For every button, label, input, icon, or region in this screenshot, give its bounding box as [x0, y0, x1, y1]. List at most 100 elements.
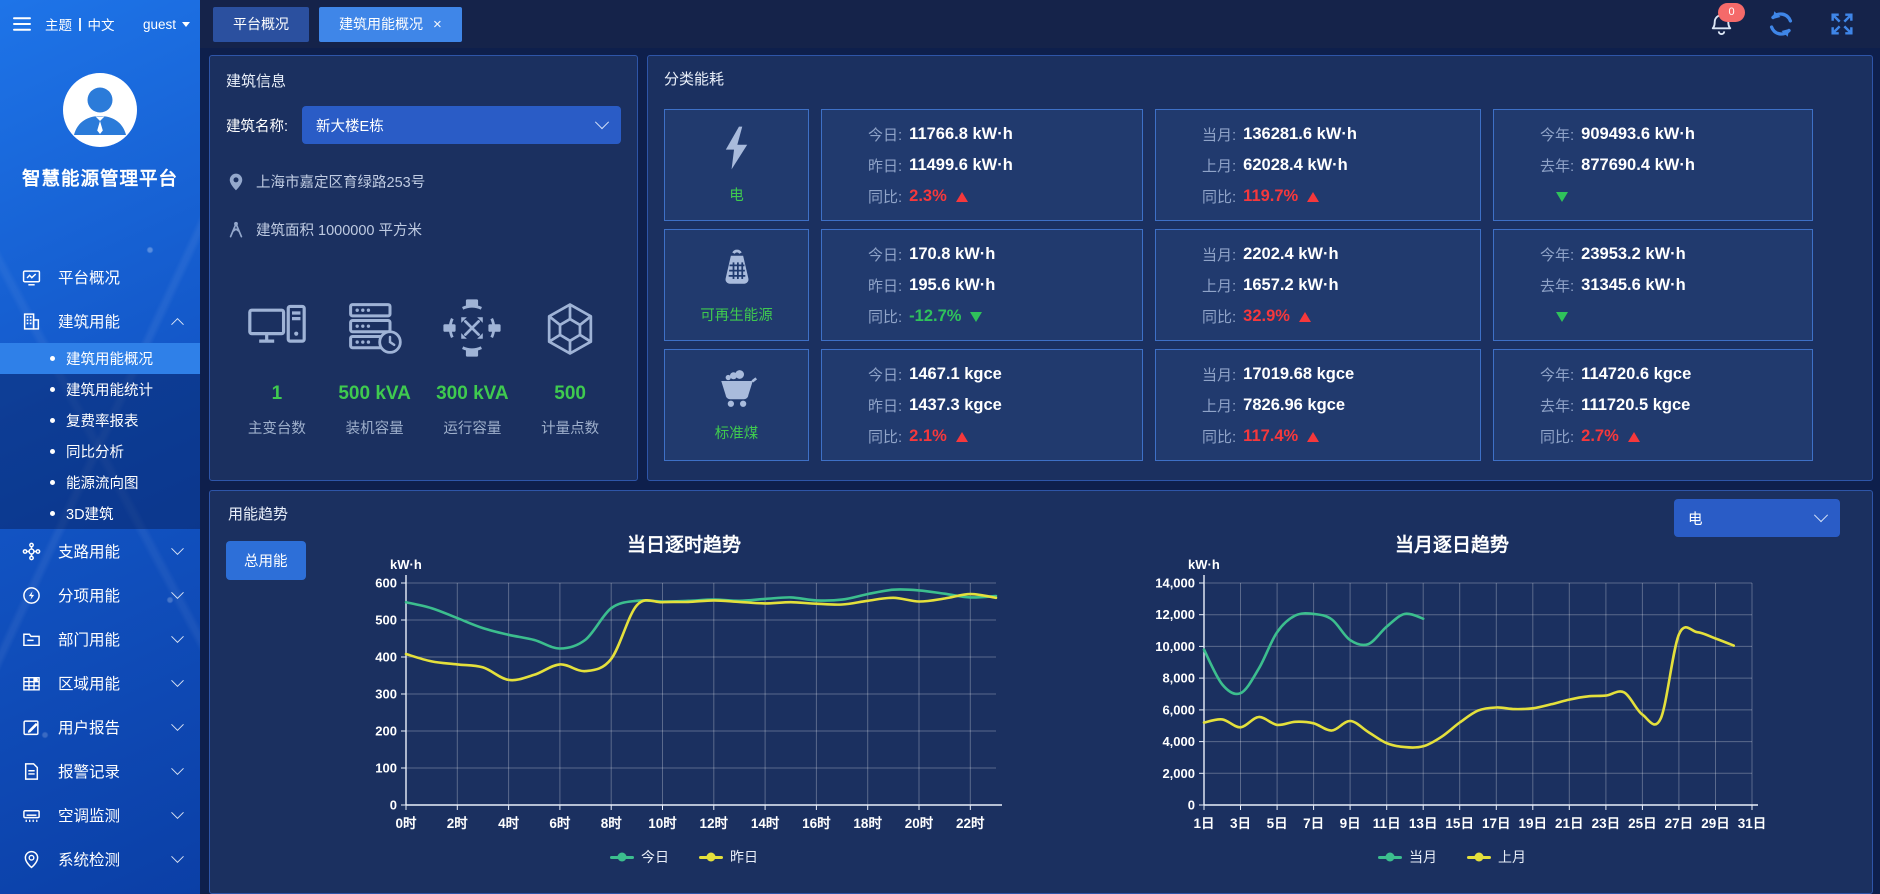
metric-value: 31345.6 kW·h	[1581, 276, 1686, 294]
metric-line: 同比: 32.9%	[1202, 301, 1470, 332]
stat-label: 装机容量	[345, 421, 404, 437]
legend-marker-icon	[1378, 852, 1402, 862]
building-stat: 500 kVA 装机容量	[326, 286, 424, 438]
total-energy-button[interactable]: 总用能	[226, 541, 306, 580]
building-stats: 1 主变台数 500 kVA 装机容量 300 kVA 运行容量 500 计量点…	[226, 286, 621, 438]
tab-building-energy-overview[interactable]: 建筑用能概况 ×	[319, 6, 462, 42]
building-icon	[22, 312, 42, 331]
close-icon[interactable]: ×	[433, 15, 442, 33]
sidebar-item-label: 建筑用能	[58, 314, 121, 331]
svg-text:13日: 13日	[1409, 816, 1438, 831]
sidebar-subitem[interactable]: 能源流向图	[0, 467, 200, 498]
branch-icon	[22, 542, 42, 561]
chart-legend: 今日 昨日	[610, 847, 758, 867]
metric-label: 上月:	[1202, 398, 1237, 415]
metric-value: 17019.68 kgce	[1243, 365, 1355, 383]
theme-switch[interactable]: 主题	[45, 18, 72, 33]
trend-down-icon	[1556, 311, 1568, 322]
legend-item[interactable]: 今日	[610, 847, 669, 867]
content: 建筑信息 建筑名称: 新大楼E栋 上海市嘉定区育绿路253号	[200, 48, 1880, 894]
sidebar-item-label: 支路用能	[58, 544, 121, 561]
svg-text:23日: 23日	[1592, 816, 1621, 831]
svg-text:3日: 3日	[1230, 816, 1251, 831]
category-icon-card: 标准煤	[664, 349, 809, 461]
chevron-down-icon	[171, 805, 184, 819]
bullet-icon	[50, 356, 55, 361]
legend-label: 上月	[1498, 849, 1526, 865]
sidebar-item-edit[interactable]: 用户报告	[0, 705, 200, 749]
panel-title: 分类能耗	[664, 71, 725, 88]
category-card: 今日: 1467.1 kgce 昨日: 1437.3 kgce 同比: 2.1%	[821, 349, 1143, 461]
tab-label: 平台概况	[233, 16, 289, 32]
building-select[interactable]: 新大楼E栋	[302, 106, 621, 144]
minecart-icon	[715, 367, 759, 414]
profile-block: 智慧能源管理平台	[0, 48, 200, 191]
category-icon-card: 电	[664, 109, 809, 221]
notifications-button[interactable]: 0	[1709, 2, 1745, 38]
sidebar-subitem[interactable]: 建筑用能统计	[0, 374, 200, 405]
language-switch[interactable]: 中文	[87, 18, 115, 33]
legend-label: 今日	[641, 849, 669, 865]
sidebar-subitem[interactable]: 复费率报表	[0, 405, 200, 436]
sidebar-subitem[interactable]: 建筑用能概况	[0, 343, 200, 374]
svg-text:12时: 12时	[700, 815, 729, 831]
metric-line: 今日: 1467.1 kgce	[868, 359, 1132, 390]
monthly-trend-block: 当月逐日趋势 0 2,000 4,000 6,000 8,000 10,000 12,000…	[1122, 528, 1782, 867]
svg-text:5日: 5日	[1267, 816, 1288, 831]
metric-line: 同比: 117.4%	[1202, 421, 1470, 452]
metric-value: 62028.4 kW·h	[1243, 156, 1348, 174]
legend-item[interactable]: 当月	[1378, 847, 1437, 867]
sidebar-item-folder[interactable]: 部门用能	[0, 617, 200, 661]
sidebar-item-map[interactable]: 区域用能	[0, 661, 200, 705]
svg-text:10,000: 10,000	[1155, 639, 1195, 654]
svg-text:10时: 10时	[648, 815, 677, 831]
metric-value: 909493.6 kW·h	[1581, 125, 1695, 143]
metric-label: 昨日:	[868, 158, 903, 175]
sidebar-menu: 平台概况 建筑用能 建筑用能概况 建筑用能统计 复费率报表 同比分析 能源流向图 3D建筑…	[0, 255, 200, 894]
chart-title: 当月逐日趋势	[1394, 535, 1509, 556]
fullscreen-button[interactable]	[1828, 10, 1856, 38]
tab-platform-overview[interactable]: 平台概况	[213, 6, 309, 42]
sidebar-item-label: 空调监测	[58, 808, 121, 825]
trend-up-icon	[1627, 431, 1640, 442]
legend-item[interactable]: 上月	[1467, 847, 1526, 867]
hamburger-menu-icon[interactable]	[12, 16, 32, 32]
svg-text:kW·h: kW·h	[390, 557, 422, 572]
sidebar-item-doc[interactable]: 报警记录	[0, 749, 200, 793]
metric-value: 136281.6 kW·h	[1243, 125, 1357, 143]
sidebar-item-branch[interactable]: 支路用能	[0, 529, 200, 573]
area-line: 建筑面积 1000000 平方米	[226, 219, 621, 240]
metric-value: 170.8 kW·h	[909, 245, 996, 263]
sidebar-item-ac[interactable]: 空调监测	[0, 793, 200, 837]
scale-icon	[716, 245, 758, 296]
main-area: 平台概况 建筑用能概况 × 0 建筑信息 建筑名称:	[200, 0, 1880, 894]
metric-line: 上月: 1657.2 kW·h	[1202, 270, 1470, 301]
sidebar-subitem[interactable]: 同比分析	[0, 436, 200, 467]
svg-text:27日: 27日	[1665, 816, 1694, 831]
refresh-icon	[1769, 11, 1793, 37]
svg-text:7日: 7日	[1303, 816, 1324, 831]
svg-text:20时: 20时	[905, 815, 934, 831]
legend-item[interactable]: 昨日	[699, 847, 758, 867]
refresh-button[interactable]	[1766, 9, 1796, 39]
metric-line	[1540, 181, 1802, 212]
sidebar-item-building[interactable]: 建筑用能	[0, 299, 200, 343]
svg-text:14时: 14时	[751, 815, 780, 831]
metric-label: 去年:	[1540, 158, 1575, 175]
metric-label: 今日:	[868, 127, 903, 144]
sidebar: 主题 中文 guest 智慧能源管理平台 平台概况 建筑用能 建筑用能概况 建筑用…	[0, 0, 200, 894]
energy-type-select[interactable]: 电	[1674, 499, 1840, 537]
svg-text:8,000: 8,000	[1162, 671, 1195, 686]
sidebar-subitem[interactable]: 3D建筑	[0, 498, 200, 529]
computer-icon	[228, 286, 326, 358]
sidebar-item-monitor[interactable]: 平台概况	[0, 255, 200, 299]
sidebar-item-location[interactable]: 系统检测	[0, 837, 200, 881]
user-menu[interactable]: guest	[143, 17, 190, 32]
sidebar-item-meter[interactable]: 分项用能	[0, 573, 200, 617]
metric-value: 2202.4 kW·h	[1243, 245, 1339, 263]
top-row: 建筑信息 建筑名称: 新大楼E栋 上海市嘉定区育绿路253号	[209, 55, 1873, 481]
sidebar-item-label: 分项用能	[58, 588, 121, 605]
chevron-down-icon	[171, 629, 184, 643]
category-card: 今年: 909493.6 kW·h 去年: 877690.4 kW·h	[1493, 109, 1813, 221]
map-icon	[22, 674, 42, 693]
